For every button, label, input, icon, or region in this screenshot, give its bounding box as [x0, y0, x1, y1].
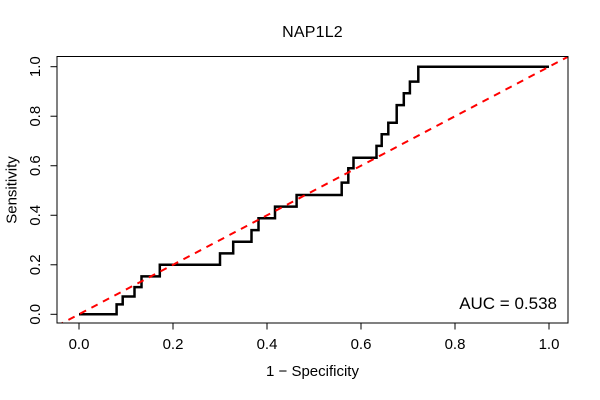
y-tick-label: 0.4	[27, 205, 44, 226]
x-tick-label: 0.6	[351, 336, 372, 353]
y-tick-label: 1.0	[27, 56, 44, 77]
x-tick-label: 0.8	[445, 336, 466, 353]
roc-step-curve	[79, 65, 549, 316]
auc-annotation: AUC = 0.538	[459, 294, 557, 313]
x-tick-label: 1.0	[539, 336, 560, 353]
y-tick-label: 0.0	[27, 304, 44, 325]
x-tick-label: 0.0	[69, 336, 90, 353]
y-tick-label: 0.8	[27, 106, 44, 127]
plot-box	[56, 56, 569, 324]
y-tick-label: 0.6	[27, 155, 44, 176]
chart-title: NAP1L2	[282, 24, 343, 41]
chance-diagonal	[60, 56, 568, 323]
x-tick-label: 0.4	[257, 336, 278, 353]
x-tick-label: 0.2	[163, 336, 184, 353]
x-axis-label: 1 − Specificity	[266, 363, 359, 380]
y-tick-label: 0.2	[27, 254, 44, 275]
